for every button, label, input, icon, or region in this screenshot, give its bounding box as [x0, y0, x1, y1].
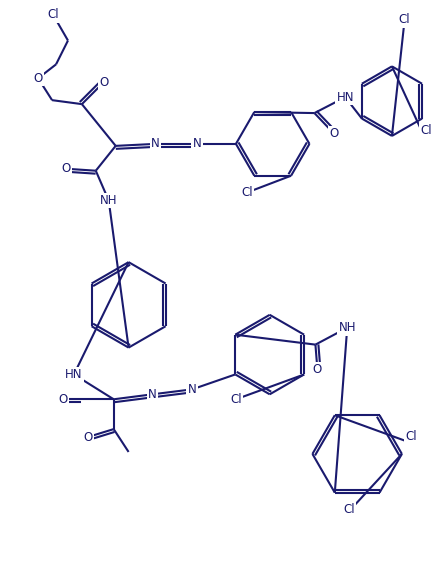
Text: Cl: Cl [241, 186, 253, 199]
Text: O: O [83, 431, 93, 444]
Text: Cl: Cl [398, 13, 410, 26]
Text: HN: HN [65, 368, 83, 381]
Text: N: N [188, 383, 197, 396]
Text: NH: NH [338, 321, 356, 334]
Text: Cl: Cl [47, 8, 59, 21]
Text: N: N [193, 137, 202, 150]
Text: Cl: Cl [405, 430, 417, 443]
Text: Cl: Cl [343, 503, 355, 516]
Text: O: O [59, 393, 67, 406]
Text: Cl: Cl [420, 125, 431, 138]
Text: O: O [330, 127, 339, 141]
Text: Cl: Cl [230, 393, 242, 406]
Text: HN: HN [337, 90, 354, 104]
Text: O: O [313, 363, 322, 376]
Text: NH: NH [100, 194, 118, 207]
Text: N: N [151, 137, 160, 150]
Text: O: O [61, 162, 71, 175]
Text: O: O [99, 76, 108, 89]
Text: N: N [148, 388, 157, 401]
Text: O: O [34, 72, 43, 85]
